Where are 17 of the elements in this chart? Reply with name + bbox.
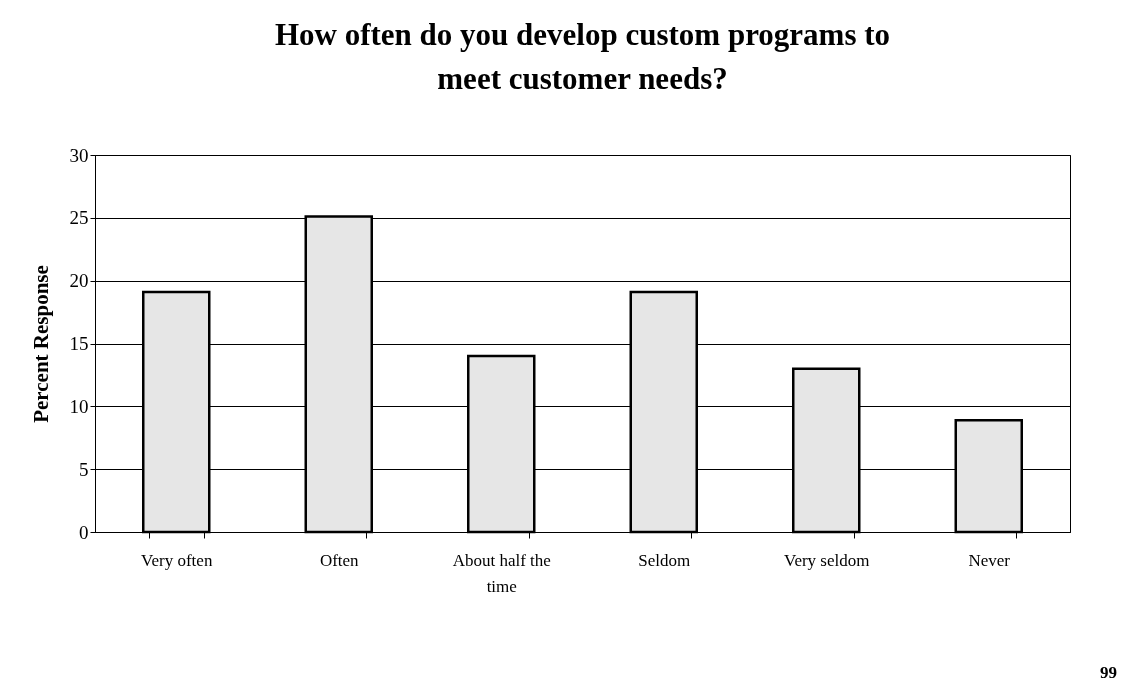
y-tick-label: 5 xyxy=(79,458,89,480)
text: 99 xyxy=(1100,663,1117,683)
text: How often do you develop custom programs to xyxy=(274,17,891,52)
y-tick-label: 25 xyxy=(69,207,89,229)
x-tick-label: Very seldom xyxy=(784,550,870,570)
x-tick-label: Very often xyxy=(141,550,213,570)
y-axis-title: Percent Response xyxy=(28,265,53,423)
y-tick-label: 0 xyxy=(79,521,89,543)
x-tick-label: About half the time xyxy=(452,550,551,596)
x-tick-label: Seldom xyxy=(638,550,691,570)
y-tick-label: 10 xyxy=(69,395,89,417)
text: meet customer needs? xyxy=(437,61,728,96)
x-tick-label: Never xyxy=(968,550,1011,570)
y-tick-label: 20 xyxy=(69,270,89,292)
y-tick-label: 30 xyxy=(69,144,89,166)
y-tick-label: 15 xyxy=(69,333,89,354)
x-tick-label: Often xyxy=(319,550,360,570)
